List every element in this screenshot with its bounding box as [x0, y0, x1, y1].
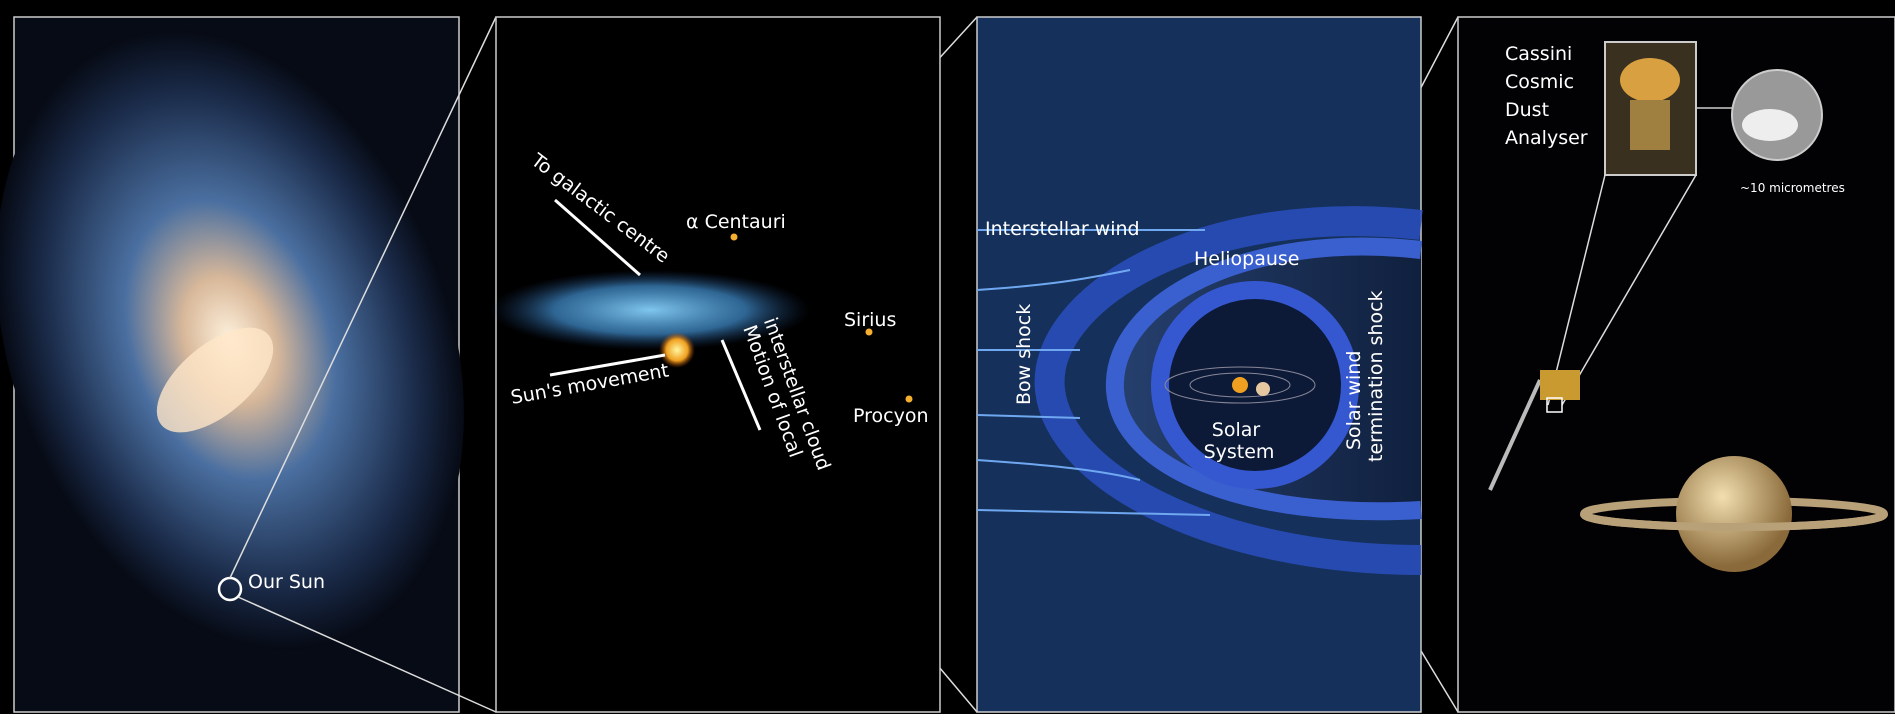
text-line: Analyser — [1505, 127, 1588, 149]
instrument-label: Cassini Cosmic Dust Analyser — [1505, 43, 1588, 149]
text-line: Cassini — [1505, 43, 1572, 65]
text-line: Solar wind — [1343, 351, 1365, 450]
bow-shock-label: Bow shock — [1013, 304, 1035, 405]
text-line: System — [1204, 441, 1275, 463]
sirius-label: Sirius — [844, 309, 896, 331]
solar-system-label: Solar System — [1204, 419, 1275, 463]
text-line: Dust — [1505, 99, 1549, 121]
heliopause-label: Heliopause — [1194, 248, 1300, 270]
procyon-label: Procyon — [853, 405, 929, 427]
termination-shock-label: Solar wind termination shock — [1343, 290, 1387, 462]
cassini-panel: Cassini Cosmic Dust Analyser ~10 microme… — [1457, 16, 1895, 713]
interstellar-wind-label: Interstellar wind — [985, 218, 1140, 240]
text-line: termination shock — [1365, 290, 1387, 462]
alpha-centauri-label: α Centauri — [686, 211, 786, 233]
heliosphere-panel: Interstellar wind Heliopause Bow shock S… — [976, 16, 1423, 713]
sun-label: Our Sun — [248, 571, 325, 593]
neighbourhood-panel: To galactic centre α Centauri Sirius Pro… — [490, 16, 941, 713]
galaxy-panel: Our Sun — [0, 16, 464, 713]
text-line: Solar — [1212, 419, 1261, 441]
scale-label: ~10 micrometres — [1740, 181, 1845, 195]
text-line: Cosmic — [1505, 71, 1574, 93]
